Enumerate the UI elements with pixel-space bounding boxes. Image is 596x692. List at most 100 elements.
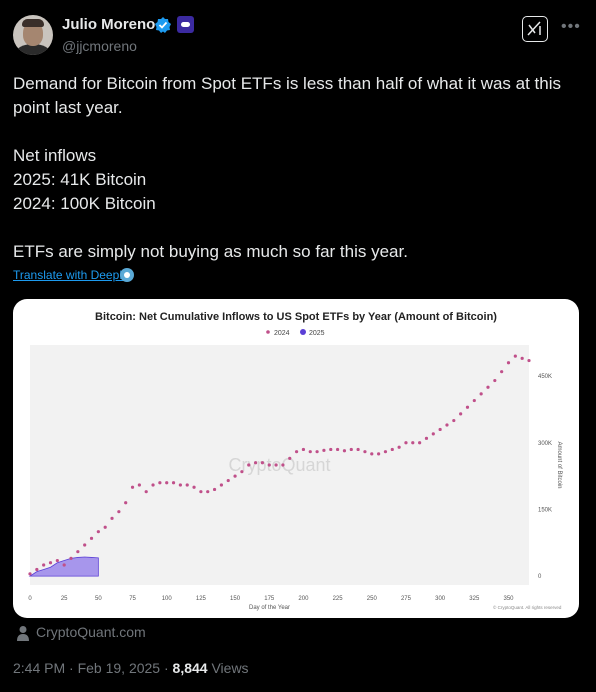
y-tick-label: 300K <box>538 441 552 447</box>
series-2024-point <box>493 378 497 383</box>
series-2024-point <box>171 481 176 485</box>
series-2024-point <box>411 441 415 445</box>
x-tick-label: 300 <box>435 596 446 602</box>
series-2024-point <box>144 490 148 494</box>
series-2024-point <box>281 463 285 467</box>
series-2024-point <box>253 461 258 465</box>
chart-title: Bitcoin: Net Cumulative Inflows to US Sp… <box>95 311 497 323</box>
chart-card[interactable]: Bitcoin: Net Cumulative Inflows to US Sp… <box>13 299 579 618</box>
y-axis-label: Amount of Bitcoin <box>556 441 562 488</box>
series-2024-point <box>212 487 217 492</box>
chart-svg: CryptoQuant 2024 2025 0 25 50 75 100 125 150 175 20… <box>28 329 562 611</box>
grok-icon <box>527 21 541 36</box>
author-name[interactable]: Julio Moreno <box>62 16 156 33</box>
author-handle[interactable]: @jjcmoreno <box>62 38 137 54</box>
verified-badge-icon <box>155 17 171 33</box>
avatar-shirt <box>15 44 51 55</box>
series-2024-point <box>506 361 511 365</box>
legend-2024-label: 2024 <box>274 330 290 337</box>
affiliation-badge-icon[interactable] <box>177 16 194 33</box>
series-2024-point <box>178 483 182 487</box>
chart-copyright: © CryptoQuant. All rights reserved <box>493 604 562 610</box>
x-tick-label: 325 <box>469 596 480 602</box>
series-2024-point <box>472 398 476 403</box>
series-2024-point <box>486 385 490 389</box>
series-2024-point <box>267 463 271 467</box>
grok-button[interactable] <box>522 16 548 42</box>
series-2024-point <box>329 447 333 452</box>
x-tick-label: 100 <box>162 596 173 602</box>
series-2024-point <box>520 356 524 360</box>
series-2024-point <box>390 447 394 452</box>
series-2024-point <box>445 423 449 427</box>
x-tick-label: 200 <box>298 596 309 602</box>
legend-2025-label: 2025 <box>309 330 325 337</box>
x-axis-label: Day of the Year <box>249 605 290 611</box>
x-tick-label: 50 <box>95 596 102 602</box>
series-2024-point <box>240 470 244 474</box>
series-2024-point <box>247 463 251 467</box>
series-2024-point <box>363 450 367 454</box>
series-2024-point <box>117 510 121 514</box>
series-2024-point <box>137 483 141 487</box>
timestamp[interactable]: 2:44 PM · Feb 19, 2025 · <box>13 660 173 676</box>
series-2024-point <box>438 427 442 432</box>
series-2024-point <box>103 525 107 529</box>
tweet-text-line-3: Net inflows <box>13 146 97 165</box>
tweet-text-line-6: ETFs are simply not buying as much so fa… <box>13 242 408 261</box>
series-2024-point <box>192 485 196 489</box>
person-icon <box>17 626 29 641</box>
series-2024-point <box>158 481 162 485</box>
series-2024-point <box>452 418 456 423</box>
series-2024-point <box>500 370 504 374</box>
series-2024-point <box>69 556 73 560</box>
series-2024-point <box>62 563 66 567</box>
series-2024-point <box>55 558 59 563</box>
tweet-text-line-1: Demand for Bitcoin from Spot ETFs is les… <box>13 74 562 93</box>
card-source-link[interactable]: CryptoQuant.com <box>36 624 146 640</box>
series-2024-point <box>349 447 353 452</box>
series-2024-point <box>48 561 53 565</box>
series-2024-point <box>527 358 531 363</box>
series-2024-point <box>459 412 463 416</box>
x-tick-label: 250 <box>367 596 378 602</box>
series-2024-point <box>370 452 374 456</box>
plot-area <box>30 345 529 585</box>
series-2024-point <box>274 463 278 467</box>
translate-link[interactable]: Translate with DeepL <box>13 268 126 282</box>
series-2024-point <box>83 543 87 547</box>
legend-2025-marker <box>300 329 306 335</box>
x-tick-label: 225 <box>333 596 344 602</box>
avatar-hair <box>22 19 44 27</box>
series-2024-point <box>151 483 155 487</box>
series-2024-point <box>76 550 80 554</box>
series-2024-point <box>377 452 381 456</box>
series-2024-point <box>130 485 135 489</box>
avatar-face <box>23 22 43 46</box>
tweet-text-line-4: 2025: 41K Bitcoin <box>13 170 147 189</box>
series-2024-point <box>219 483 223 487</box>
y-tick-label: 150K <box>538 507 552 513</box>
series-2024-point <box>165 481 169 485</box>
series-2024-point <box>233 474 237 478</box>
series-2024-point <box>404 441 408 445</box>
x-tick-label: 150 <box>230 596 241 602</box>
x-tick-label: 0 <box>28 596 32 602</box>
series-2024-point <box>199 490 203 494</box>
series-2024-point <box>110 516 114 520</box>
series-2024-point <box>294 450 299 454</box>
series-2024-point <box>260 461 265 465</box>
series-2024-point <box>431 432 435 436</box>
author-avatar[interactable] <box>13 15 53 55</box>
chart-watermark: CryptoQuant <box>228 455 330 475</box>
series-2024-point <box>424 436 429 440</box>
series-2024-point <box>301 447 306 452</box>
series-2024-point <box>96 530 100 534</box>
y-tick-label: 450K <box>538 374 552 380</box>
x-tick-label: 175 <box>264 596 275 602</box>
series-2024-point <box>397 445 401 449</box>
tweet-text-line-5: 2024: 100K Bitcoin <box>13 194 156 213</box>
more-options-icon[interactable]: ••• <box>561 18 581 35</box>
series-2024-point <box>336 447 340 452</box>
series-2024-point <box>89 536 94 540</box>
